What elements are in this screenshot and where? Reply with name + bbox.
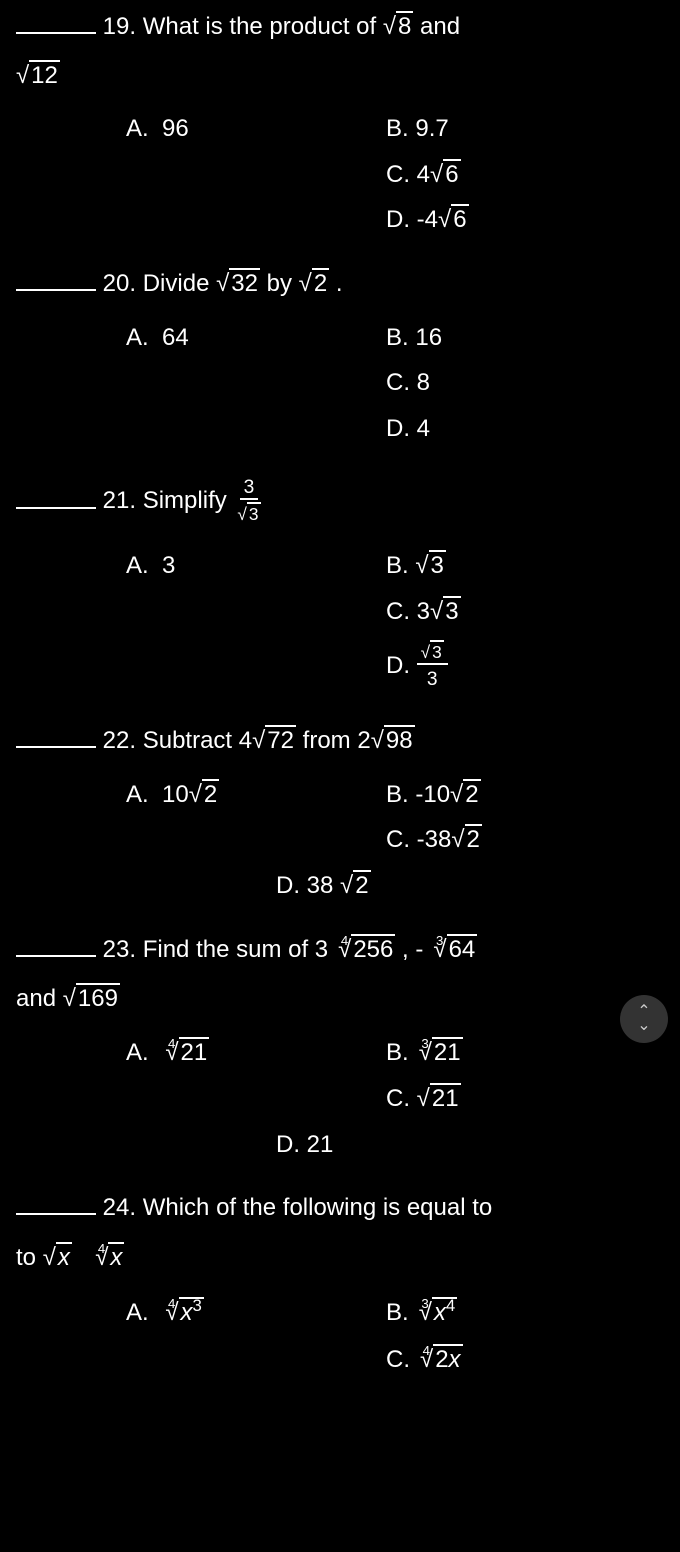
option-b[interactable]: B. -102 bbox=[386, 778, 481, 812]
options: A. 102 B. -102 C. -382 D. 38 2 bbox=[126, 778, 664, 903]
answer-blank[interactable] bbox=[16, 289, 96, 291]
chevron-down-icon: ⌄ bbox=[637, 1015, 650, 1037]
option-d[interactable]: D. 4 bbox=[386, 412, 430, 446]
fraction: 33 bbox=[233, 475, 264, 529]
option-c[interactable]: C. -382 bbox=[386, 823, 482, 857]
question-number: 23. bbox=[103, 936, 136, 963]
option-a[interactable]: A. 102 bbox=[126, 778, 386, 812]
sqrt-8: 8 bbox=[383, 10, 414, 44]
question-20: 20. Divide 32 by 2 . A. 64 B. 16 C. 8 D.… bbox=[16, 267, 664, 445]
options: A. 96 B. 9.7 C. 46 D. -46 bbox=[126, 112, 664, 237]
question-text-line2: 12 bbox=[16, 59, 664, 93]
option-b[interactable]: B. 3 bbox=[386, 549, 664, 583]
option-c[interactable]: C. 8 bbox=[386, 366, 664, 400]
options: A. 421 B. 321 C. 21 D. 21 bbox=[126, 1035, 664, 1161]
option-c[interactable]: C. 33 bbox=[386, 595, 664, 629]
option-c[interactable]: C. 46 bbox=[386, 158, 664, 192]
answer-blank[interactable] bbox=[16, 1213, 96, 1215]
question-19: 19. What is the product of 8 and 12 A. 9… bbox=[16, 10, 664, 237]
options: A. 4x3 B. 3x4 C. 42x bbox=[126, 1294, 664, 1376]
option-a[interactable]: A. 421 bbox=[126, 1035, 386, 1069]
options: A. 3 B. 3 C. 33 D. 33 bbox=[126, 549, 664, 694]
option-a[interactable]: A. 3 bbox=[126, 549, 386, 583]
option-b[interactable]: B. 3x4 bbox=[386, 1294, 457, 1330]
options: A. 64 B. 16 C. 8 D. 4 bbox=[126, 321, 664, 446]
question-21: 21. Simplify 33 A. 3 B. 3 C. 33 D. 33 bbox=[16, 475, 664, 694]
question-23: 23. Find the sum of 3 4256 , - 364 and 1… bbox=[16, 932, 664, 1161]
option-b[interactable]: B. 321 bbox=[386, 1035, 463, 1069]
option-a[interactable]: A. 96 bbox=[126, 112, 386, 146]
question-text: 19. What is the product of 8 and bbox=[16, 10, 664, 44]
question-24: 24. Which of the following is equal to t… bbox=[16, 1191, 664, 1376]
answer-blank[interactable] bbox=[16, 746, 96, 748]
question-text: 23. Find the sum of 3 4256 , - 364 bbox=[16, 932, 664, 966]
option-b[interactable]: B. 9.7 bbox=[386, 112, 664, 146]
question-text: 22. Subtract 472 from 298 bbox=[16, 724, 664, 758]
question-number: 22. bbox=[103, 727, 136, 754]
sqrt-12: 12 bbox=[16, 59, 60, 93]
question-number: 21. bbox=[103, 488, 136, 515]
scroll-button[interactable]: ⌃ ⌄ bbox=[620, 995, 668, 1043]
option-d[interactable]: D. -46 bbox=[386, 203, 469, 237]
answer-blank[interactable] bbox=[16, 507, 96, 509]
question-number: 20. bbox=[103, 270, 136, 297]
option-a[interactable]: A. 64 bbox=[126, 321, 386, 355]
question-text: 20. Divide 32 by 2 . bbox=[16, 267, 664, 301]
option-d[interactable]: D. 33 bbox=[386, 640, 448, 694]
question-text: 21. Simplify 33 bbox=[16, 475, 664, 529]
option-d[interactable]: D. 21 bbox=[276, 1128, 333, 1162]
option-b[interactable]: B. 16 bbox=[386, 321, 664, 355]
question-22: 22. Subtract 472 from 298 A. 102 B. -102… bbox=[16, 724, 664, 902]
answer-blank[interactable] bbox=[16, 955, 96, 957]
question-text: 24. Which of the following is equal to bbox=[16, 1191, 664, 1225]
option-a[interactable]: A. 4x3 bbox=[126, 1294, 386, 1330]
option-d[interactable]: D. 38 2 bbox=[276, 869, 371, 903]
question-text-line2: and 169 bbox=[16, 982, 664, 1016]
question-number: 24. bbox=[103, 1194, 136, 1221]
question-number: 19. bbox=[103, 13, 136, 40]
option-c[interactable]: C. 42x bbox=[386, 1342, 463, 1376]
option-c[interactable]: C. 21 bbox=[386, 1082, 461, 1116]
answer-blank[interactable] bbox=[16, 32, 96, 34]
